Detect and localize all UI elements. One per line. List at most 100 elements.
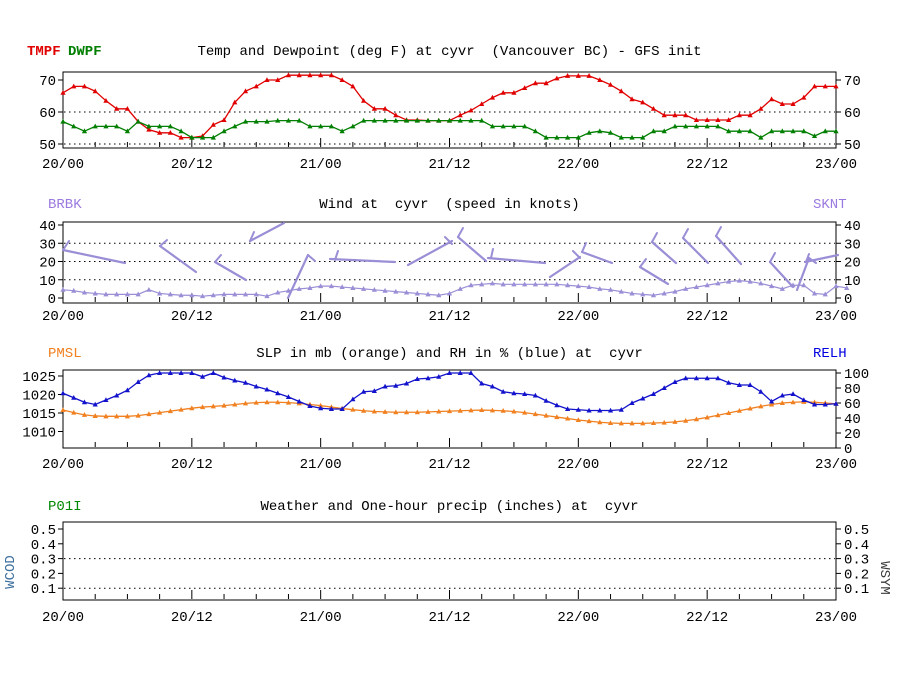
x-axis-tick-label: 20/12 xyxy=(171,309,213,325)
y-axis-tick-label: 0.4 xyxy=(31,538,56,554)
wind-barb-staff xyxy=(768,260,795,289)
y-axis-tick-label: 0 xyxy=(844,442,852,458)
wind-barb-feather xyxy=(651,232,658,243)
wind-barb-feather xyxy=(805,253,810,263)
x-axis-tick-label: 22/00 xyxy=(557,610,599,626)
wind-barb-staff xyxy=(213,260,248,282)
y-axis-tick-label: 0.3 xyxy=(31,553,56,569)
y-axis-tick-label: 0.4 xyxy=(844,538,869,554)
precip-title: Weather and One-hour precip (inches) at … xyxy=(260,499,639,515)
x-axis-tick-label: 22/00 xyxy=(557,309,599,325)
y-axis-tick-label: 0.2 xyxy=(31,567,56,583)
wind-title: Wind at cyvr (speed in knots) xyxy=(319,197,580,213)
y-axis-tick-label: 30 xyxy=(39,237,56,253)
wind-barb-staff xyxy=(286,253,310,300)
y-axis-tick-label: 70 xyxy=(844,74,861,90)
y-axis-tick-label: 50 xyxy=(844,138,861,154)
y-axis-tick-label: 1015 xyxy=(22,407,56,423)
wind-barb-feather xyxy=(581,242,587,253)
wind-barb-staff xyxy=(158,244,198,274)
x-axis-tick-label: 22/12 xyxy=(686,309,728,325)
slp-rh-series xyxy=(60,370,839,426)
y-axis-tick-label: 0.5 xyxy=(844,523,869,539)
plot-frame xyxy=(62,71,837,149)
x-axis-tick-label: 21/00 xyxy=(300,309,342,325)
x-axis-tick-label: 23/00 xyxy=(815,610,857,626)
y-axis-tick-label: 1010 xyxy=(22,426,56,442)
wind-barb-staff xyxy=(650,240,678,265)
x-axis-tick-label: 20/00 xyxy=(42,457,84,473)
y-axis-tick-label: 70 xyxy=(39,74,56,90)
wind-barb-staff xyxy=(681,236,710,265)
x-axis-tick-label: 20/00 xyxy=(42,309,84,325)
x-axis-tick-label: 22/12 xyxy=(686,157,728,173)
y-axis-tick-label: 30 xyxy=(844,237,861,253)
wind-barb-staff xyxy=(486,256,547,265)
x-axis-tick-label: 21/12 xyxy=(428,309,470,325)
wind-barb-feather xyxy=(249,231,255,242)
wind-barb-feather xyxy=(769,252,776,263)
y-axis-tick-label: 0.2 xyxy=(844,567,869,583)
y-axis-tick-label: 10 xyxy=(39,274,56,290)
sknt-series-label: SKNT xyxy=(813,197,847,213)
wind-barb-feather xyxy=(572,250,581,259)
x-axis-tick-label: 22/00 xyxy=(557,457,599,473)
p01i-series-label: P01I xyxy=(48,499,82,515)
temp-dewpoint-series xyxy=(60,72,839,140)
y-axis-tick-label: 20 xyxy=(844,256,861,272)
x-axis-tick-label: 20/12 xyxy=(171,457,213,473)
y-axis-tick-label: 10 xyxy=(844,274,861,290)
brbk-series-label: BRBK xyxy=(48,197,82,213)
y-axis-tick-label: 20 xyxy=(39,256,56,272)
y-axis-tick-label: 0 xyxy=(844,292,852,308)
precip-panel xyxy=(58,521,841,601)
y-axis-tick-label: 100 xyxy=(844,367,869,383)
y-axis-tick-label: 40 xyxy=(844,219,861,235)
y-axis-tick-label: 0.1 xyxy=(844,582,869,598)
x-axis-tick-label: 21/12 xyxy=(428,457,470,473)
wind-barb-feather xyxy=(639,258,647,268)
dwpf-series-label: DWPF xyxy=(68,44,102,60)
wind-barb-feather xyxy=(457,227,464,238)
slp-rh-title: SLP in mb (orange) and RH in % (blue) at… xyxy=(256,346,643,362)
plot-frame xyxy=(62,221,837,304)
y-axis-tick-label: 40 xyxy=(844,412,861,428)
tmpf-series-label: TMPF xyxy=(27,44,61,60)
wind-barb-staff xyxy=(548,255,582,279)
x-axis-tick-label: 22/12 xyxy=(686,610,728,626)
y-axis-tick-label: 1025 xyxy=(22,370,56,386)
y-axis-tick-label: 0.3 xyxy=(844,553,869,569)
plot-frame xyxy=(62,521,837,601)
x-axis-tick-label: 21/00 xyxy=(300,157,342,173)
y-axis-tick-label: 20 xyxy=(844,427,861,443)
wind-barb-feather xyxy=(490,248,494,259)
wind-barb-staff xyxy=(456,235,488,263)
wind-barb-staff xyxy=(714,234,743,266)
wind-barb-feather xyxy=(444,236,453,245)
wind-barb-feather xyxy=(62,240,70,251)
x-axis-tick-label: 21/12 xyxy=(428,157,470,173)
x-axis-tick-label: 20/12 xyxy=(171,610,213,626)
wind-barb-staff xyxy=(638,265,670,286)
wind-barb-feather xyxy=(715,226,722,237)
x-axis-tick-label: 23/00 xyxy=(815,309,857,325)
y-axis-tick-label: 0.1 xyxy=(31,582,56,598)
wind-barb-feather xyxy=(307,254,316,262)
temp-dewpoint-title: Temp and Dewpoint (deg F) at cyvr (Vanco… xyxy=(197,44,702,60)
wind-barb-staff xyxy=(803,253,840,264)
y-axis-tick-label: 50 xyxy=(39,138,56,154)
x-axis-tick-label: 23/00 xyxy=(815,157,857,173)
x-axis-tick-label: 21/12 xyxy=(428,610,470,626)
wind-barb-feather xyxy=(159,239,168,247)
x-axis-tick-label: 22/12 xyxy=(686,457,728,473)
y-axis-tick-label: 60 xyxy=(39,106,56,122)
x-axis-tick-label: 21/00 xyxy=(300,610,342,626)
x-axis-tick-label: 22/00 xyxy=(557,157,599,173)
wind-barb-staff xyxy=(795,256,811,292)
wind-barb-feather xyxy=(682,228,689,239)
wind-barb-staff xyxy=(406,239,454,267)
y-axis-tick-label: 0.5 xyxy=(31,523,56,539)
x-axis-tick-label: 21/00 xyxy=(300,457,342,473)
